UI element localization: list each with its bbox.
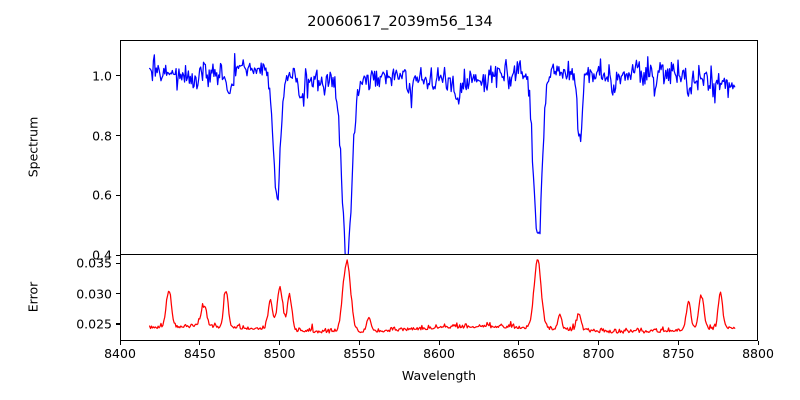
error-y-tick	[116, 293, 120, 295]
spectrum-line-series	[148, 52, 736, 254]
x-ticklabel: 8750	[662, 346, 695, 361]
y-axis-label-spectrum: Spectrum	[25, 116, 41, 178]
spectrum-y-tick	[116, 135, 120, 137]
page-title: 20060617_2039m56_134	[307, 14, 493, 30]
error-y-ticklabel: 0.025	[76, 316, 112, 332]
spectrum-y-ticklabel: 0.6	[92, 187, 112, 203]
x-axis-label-wavelength: Wavelength	[401, 368, 477, 383]
x-tick	[438, 341, 440, 345]
error-plot-area	[120, 254, 758, 341]
x-ticklabel: 8800	[742, 346, 774, 361]
error-line-series	[148, 259, 736, 334]
spectrum-plot-area	[120, 40, 758, 255]
error-y-tick	[116, 323, 120, 325]
x-ticklabel: 8450	[183, 346, 216, 361]
x-ticklabel: 8600	[423, 346, 455, 361]
error-y-tick	[116, 262, 120, 264]
x-tick	[119, 341, 121, 345]
y-axis-label-error: Error	[25, 281, 41, 313]
x-ticklabel: 8400	[104, 346, 136, 361]
x-tick	[677, 341, 679, 345]
x-tick	[199, 341, 201, 345]
x-tick	[279, 341, 281, 345]
spectrum-y-ticklabel: 0.4	[92, 247, 112, 263]
spectrum-y-tick	[116, 254, 120, 256]
x-ticklabel: 8550	[343, 346, 376, 361]
error-trace	[148, 259, 736, 334]
x-ticklabel: 8500	[263, 346, 296, 361]
spectrum-y-ticklabel: 1.0	[92, 68, 112, 84]
spectrum-y-ticklabel: 0.8	[92, 128, 112, 144]
x-ticklabel: 8650	[502, 346, 535, 361]
error-y-ticklabel: 0.030	[76, 286, 112, 302]
x-tick	[757, 341, 759, 345]
error-y-ticklabel: 0.035	[76, 255, 112, 271]
spectrum-y-tick	[116, 75, 120, 77]
x-tick	[518, 341, 520, 345]
x-tick	[598, 341, 600, 345]
x-tick	[358, 341, 360, 345]
x-ticklabel: 8700	[582, 346, 615, 361]
spectrum-y-tick	[116, 194, 120, 196]
spectrum-trace	[148, 52, 736, 254]
